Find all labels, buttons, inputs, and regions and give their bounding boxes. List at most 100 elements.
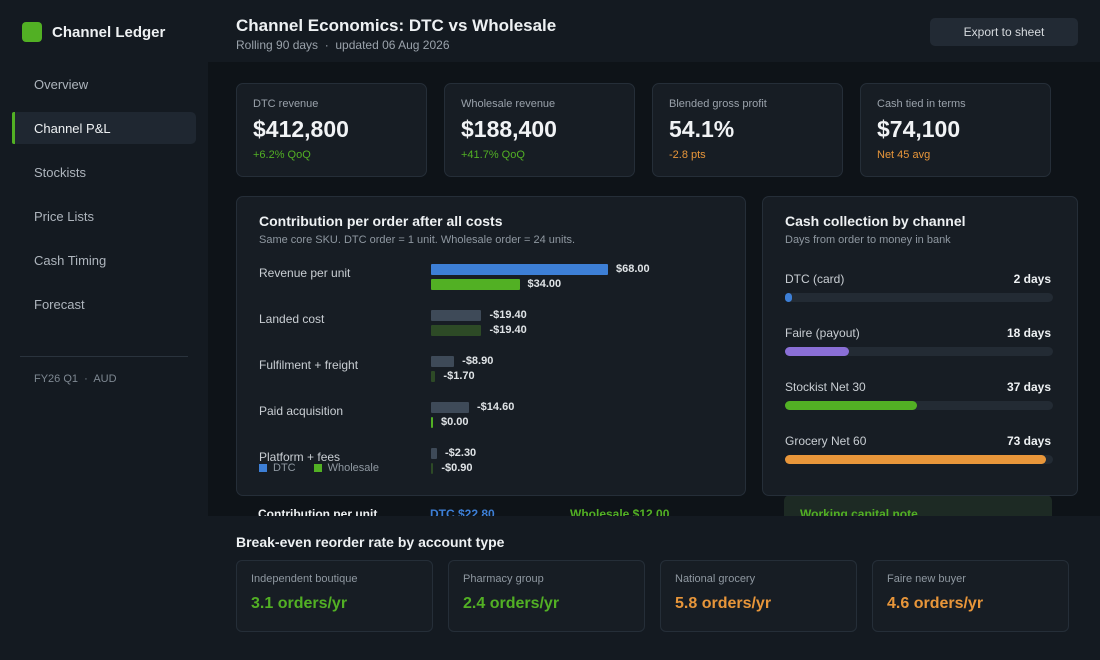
legend-dtc-swatch [259, 464, 267, 472]
dtc-bar [431, 448, 437, 459]
kpi-delta: -2.8 pts [669, 149, 706, 161]
wholesale-bar-value: -$0.90 [441, 462, 473, 474]
breakeven-card: National grocery 5.8 orders/yr [660, 560, 857, 632]
breakeven-section: Break-even reorder rate by account type … [208, 516, 1100, 660]
breakeven-label: Independent boutique [251, 573, 358, 585]
meta-separator: · [84, 373, 88, 385]
breakeven-value: 5.8 orders/yr [675, 595, 772, 612]
breakeven-value: 3.1 orders/yr [251, 595, 348, 612]
kpi-label: Cash tied in terms [877, 98, 966, 110]
wholesale-bar-value: -$1.70 [443, 370, 475, 382]
kpi-delta: Net 45 avg [877, 149, 931, 161]
wholesale-bar [431, 371, 436, 382]
cash-row-label: Stockist Net 30 [785, 380, 866, 394]
cost-label-platform: Platform + fees [259, 450, 341, 464]
dtc-bar-value: -$19.40 [489, 309, 527, 321]
kpi-card-gross-profit: Blended gross profit 54.1% -2.8 pts [652, 83, 843, 177]
breakeven-title: Break-even reorder rate by account type [236, 534, 505, 550]
breakeven-label: National grocery [675, 573, 756, 585]
wholesale-bar [431, 279, 520, 290]
cash-row-fill [785, 347, 850, 356]
sidebar-item-forecast[interactable]: Forecast [34, 296, 85, 312]
legend-wholesale-swatch [313, 464, 322, 472]
period-currency: FY26 Q1 · AUD [34, 373, 117, 385]
wholesale-bar [431, 417, 433, 428]
sidebar-item-cash-timing[interactable]: Cash Timing [34, 252, 107, 268]
wholesale-bar-value: -$19.40 [489, 324, 527, 336]
cash-row-value: 37 days [1006, 380, 1051, 394]
contribution-panel: Contribution per order after all costs S… [236, 196, 746, 496]
cash-row-label: DTC (card) [785, 272, 845, 286]
sidebar-divider [20, 356, 188, 357]
cost-label-landed: Landed cost [259, 312, 325, 326]
export-button[interactable]: Export to sheet [930, 18, 1078, 46]
sidebar-item-overview[interactable]: Overview [34, 76, 89, 92]
kpi-delta: +6.2% QoQ [253, 149, 311, 161]
kpi-value: $188,400 [461, 116, 557, 142]
kpi-label: DTC revenue [253, 98, 319, 110]
contribution-subtitle: Same core SKU. DTC order = 1 unit. Whole… [259, 234, 576, 246]
cash-row-track [785, 401, 1053, 410]
sidebar-item-stockists[interactable]: Stockists [34, 164, 87, 180]
app-name: Channel Ledger [52, 23, 166, 41]
sidebar-nav: Overview Channel P&L Stockists Price Lis… [12, 68, 196, 332]
page-subtitle: Rolling 90 days · updated 06 Aug 2026 [236, 38, 450, 52]
dtc-bar-value: $68.00 [616, 263, 650, 275]
wholesale-bar [431, 325, 482, 336]
kpi-value: $74,100 [877, 116, 961, 142]
cash-row-track [785, 347, 1053, 356]
contribution-title: Contribution per order after all costs [259, 213, 503, 229]
cost-label-revenue: Revenue per unit [259, 266, 351, 280]
breakeven-value: 4.6 orders/yr [887, 595, 984, 612]
legend-dtc-label: DTC [273, 462, 296, 474]
breakeven-label: Pharmacy group [463, 573, 544, 585]
kpi-value: 54.1% [669, 116, 735, 142]
cash-collection-panel: Cash collection by channel Days from ord… [762, 196, 1078, 496]
sidebar-item-price-lists[interactable]: Price Lists [34, 208, 94, 224]
dtc-bar-value: -$8.90 [462, 355, 494, 367]
dtc-bar-value: -$14.60 [477, 401, 515, 413]
kpi-card-wholesale-revenue: Wholesale revenue $188,400 +41.7% QoQ [444, 83, 635, 177]
kpi-card-cash-tied: Cash tied in terms $74,100 Net 45 avg [860, 83, 1051, 177]
brand[interactable]: Channel Ledger [22, 22, 165, 42]
breakeven-card: Pharmacy group 2.4 orders/yr [448, 560, 645, 632]
wholesale-bar-value: $34.00 [527, 278, 562, 290]
dtc-bar [431, 356, 455, 367]
breakeven-value: 2.4 orders/yr [463, 595, 560, 612]
wholesale-bar-value: $0.00 [441, 416, 469, 428]
kpi-label: Blended gross profit [669, 98, 767, 110]
dtc-bar [431, 264, 608, 275]
cash-row-value: 73 days [1006, 434, 1051, 448]
cost-label-acquisition: Paid acquisition [259, 404, 344, 418]
chart-legend: DTC Wholesale [259, 462, 379, 474]
breakeven-label: Faire new buyer [887, 573, 966, 585]
dtc-bar-value: -$2.30 [444, 447, 477, 459]
page-header: Channel Economics: DTC vs Wholesale Roll… [208, 0, 1100, 62]
brand-logo-icon [22, 22, 42, 42]
breakeven-card: Faire new buyer 4.6 orders/yr [872, 560, 1069, 632]
page-title: Channel Economics: DTC vs Wholesale [236, 16, 557, 35]
legend-wholesale-label: Wholesale [327, 462, 379, 474]
cash-subtitle: Days from order to money in bank [785, 234, 951, 246]
kpi-label: Wholesale revenue [461, 98, 556, 110]
cash-title: Cash collection by channel [785, 213, 966, 229]
kpi-delta: +41.7% QoQ [461, 149, 525, 161]
sidebar-item-channel-pl[interactable]: Channel P&L [12, 112, 196, 144]
cash-row-fill [785, 401, 918, 410]
currency-label: AUD [93, 373, 117, 385]
wholesale-bar [431, 463, 434, 474]
breakeven-card: Independent boutique 3.1 orders/yr [236, 560, 433, 632]
cash-row-fill [785, 455, 1046, 464]
cash-row-value: 2 days [1013, 272, 1051, 286]
period-label: FY26 Q1 [34, 373, 79, 385]
kpi-card-dtc-revenue: DTC revenue $412,800 +6.2% QoQ [236, 83, 427, 177]
cash-row-track [785, 293, 1053, 302]
cost-label-fulfilment: Fulfilment + freight [259, 358, 359, 372]
dtc-bar [431, 402, 469, 413]
cash-row-value: 18 days [1006, 326, 1051, 340]
cash-row-fill [785, 293, 793, 302]
kpi-value: $412,800 [253, 116, 349, 142]
cash-row-track [785, 455, 1053, 464]
cash-row-label: Faire (payout) [785, 326, 860, 340]
sidebar: Channel Ledger Overview Channel P&L Stoc… [0, 0, 208, 660]
